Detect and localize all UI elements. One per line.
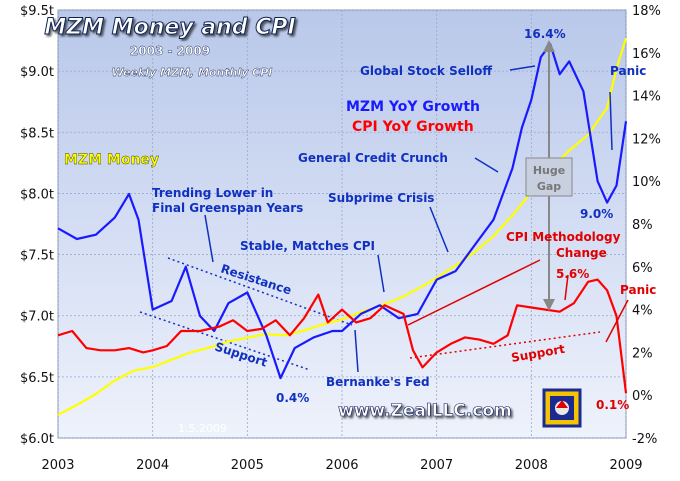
arrow-credit-crunch — [474, 157, 499, 173]
y-left-tick-label: $8.0t — [20, 187, 54, 202]
arrow-subprime — [429, 206, 449, 253]
annotation-cpi-yoy-legend: CPI YoY Growth — [352, 119, 474, 135]
x-axis-ticks: 2003 2004 2005 2006 2007 2008 2009 — [41, 458, 642, 473]
arrow-greenspan — [204, 214, 214, 263]
huge-gap-arrowhead-top — [543, 40, 555, 52]
x-tick-label: 2008 — [515, 458, 548, 473]
y-right-tick-label: -2% — [632, 432, 657, 447]
annotation-credit-crunch: General Credit Crunch — [298, 151, 448, 165]
annotation-panic-red: Panic — [620, 283, 656, 297]
support-trendline-red — [409, 331, 601, 359]
x-tick-label: 2007 — [420, 458, 453, 473]
y-left-tick-label: $6.0t — [20, 432, 54, 447]
y-right-tick-label: 6% — [632, 261, 653, 276]
annotation-bernanke: Bernanke's Fed — [326, 375, 430, 389]
annotation-5-6: 5.6% — [556, 267, 589, 281]
date-label: 1.5.2009 — [178, 422, 227, 435]
y-right-tick-label: 2% — [632, 346, 653, 361]
huge-gap-box — [525, 157, 573, 197]
y-right-tick-label: 18% — [632, 4, 661, 19]
left-axis-ticks: $6.0t $6.5t $7.0t $7.5t $8.0t $8.5t $9.0t $9.5t — [20, 4, 54, 447]
pointer-arrows — [204, 65, 629, 373]
y-left-tick-label: $6.5t — [20, 371, 54, 386]
y-right-tick-label: 10% — [632, 175, 661, 190]
annotation-16-4: 16.4% — [524, 27, 566, 41]
annotation-huge: Huge — [533, 164, 565, 177]
annotation-mzm-yoy-legend: MZM YoY Growth — [346, 99, 480, 115]
arrow-panic-red — [605, 299, 629, 343]
annotation-9-0: 9.0% — [580, 207, 613, 221]
annotation-trending-2: Final Greenspan Years — [152, 201, 303, 215]
annotation-cpi-method-1: CPI Methodology — [506, 230, 621, 244]
annotation-mzm-money-legend: MZM Money — [64, 152, 159, 168]
x-tick-label: 2006 — [325, 458, 358, 473]
y-right-tick-label: 16% — [632, 47, 661, 62]
annotation-trending-1: Trending Lower in — [152, 186, 273, 200]
annotation-subprime: Subprime Crisis — [328, 191, 434, 205]
chart-subtitle-2: Weekly MZM, Monthly CPI — [112, 66, 273, 79]
arrow-stable — [377, 254, 385, 293]
y-left-tick-label: $9.0t — [20, 65, 54, 80]
arrow-panic-blue — [609, 91, 613, 151]
arrow-cpi-method-1 — [407, 259, 541, 326]
y-right-tick-label: 0% — [632, 389, 653, 404]
y-right-tick-label: 14% — [632, 90, 661, 105]
x-tick-label: 2009 — [609, 458, 642, 473]
y-left-tick-label: $7.0t — [20, 310, 54, 325]
y-left-tick-label: $9.5t — [20, 4, 54, 19]
y-right-tick-label: 12% — [632, 132, 661, 147]
series-line-mzm-yoy-growth — [57, 43, 628, 380]
arrow-selloff — [509, 65, 536, 71]
logo — [542, 388, 582, 428]
huge-gap-arrowhead-bottom — [543, 299, 555, 311]
y-right-tick-label: 8% — [632, 218, 653, 233]
y-left-tick-label: $8.5t — [20, 126, 54, 141]
y-left-tick-label: $7.5t — [20, 249, 54, 264]
chart-title: MZM Money and CPI — [44, 15, 295, 40]
annotation-0-1: 0.1% — [596, 398, 629, 412]
annotation-panic-blue: Panic — [610, 64, 646, 78]
annotation-gap: Gap — [537, 180, 561, 193]
arrow-bernanke — [354, 329, 359, 373]
arrow-cpi-method-2 — [564, 274, 569, 301]
watermark: www.ZealLLC.com — [338, 401, 512, 421]
x-tick-label: 2004 — [136, 458, 169, 473]
annotation-0-4: 0.4% — [276, 391, 309, 405]
y-right-tick-label: 4% — [632, 304, 653, 319]
x-tick-label: 2005 — [231, 458, 264, 473]
annotation-cpi-method-2: Change — [556, 246, 607, 260]
x-tick-label: 2003 — [41, 458, 74, 473]
series-line-cpi-yoy-growth — [57, 278, 628, 394]
right-axis-ticks: -2% 0% 2% 4% 6% 8% 10% 12% 14% 16% 18% — [632, 4, 661, 447]
annotation-global-stock-selloff: Global Stock Selloff — [360, 64, 492, 78]
chart-subtitle: 2003 - 2009 — [130, 44, 210, 58]
annotation-stable: Stable, Matches CPI — [240, 239, 375, 253]
